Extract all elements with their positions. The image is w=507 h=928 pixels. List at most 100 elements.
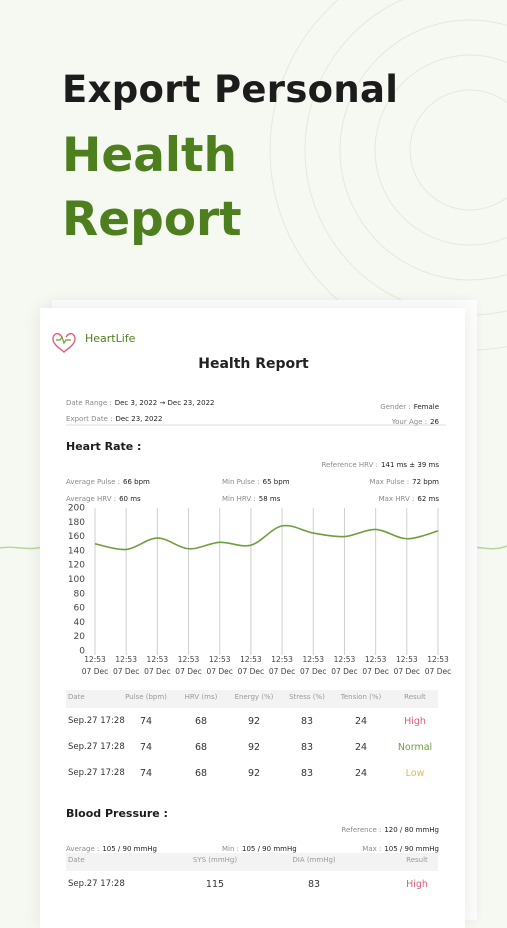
- info-item: Gender : Female: [380, 394, 439, 413]
- y-tick-label: 180: [68, 518, 85, 528]
- table-cell: Normal: [397, 742, 433, 753]
- table-cell: 74: [139, 768, 153, 779]
- table-header: Pulse (bpm): [125, 693, 167, 701]
- info-value: 60 ms: [119, 495, 141, 503]
- info-item: Reference :120 / 80 mmHg: [342, 817, 440, 836]
- x-tick-label: 12:53 07 Dec: [175, 655, 202, 676]
- y-tick-label: 140: [68, 546, 85, 556]
- info-label: Export Date :: [66, 415, 113, 423]
- info-label: Reference :: [341, 826, 382, 834]
- info-value: Dec 23, 2022: [115, 415, 163, 423]
- table-cell: 74: [139, 716, 153, 727]
- headline: Health: [62, 128, 237, 183]
- info-item: Min :105 / 90 mmHg: [222, 836, 297, 855]
- info-value: 72 bpm: [412, 478, 439, 486]
- table-header: Result: [404, 693, 426, 701]
- info-label: Min :: [222, 845, 240, 853]
- info-value: 120 / 80 mmHg: [384, 826, 439, 834]
- table-cell: 24: [354, 742, 368, 753]
- table-header: Result: [406, 856, 428, 864]
- info-label: Average :: [66, 845, 100, 853]
- info-item: Reference HRV :141 ms ± 39 ms: [321, 452, 439, 471]
- chart: 0 20 40 60 80 100 120 140 160 180 200: [52, 332, 446, 871]
- info-item: Max :105 / 90 mmHg: [362, 836, 439, 855]
- info-value: 105 / 90 mmHg: [242, 845, 297, 853]
- table-header: Stress (%): [289, 693, 325, 701]
- info-item: Export Date : Dec 23, 2022: [66, 406, 162, 425]
- info-item: Average HRV :60 ms: [66, 486, 141, 505]
- info-item: Min Pulse :65 bpm: [222, 469, 290, 488]
- table-cell: High: [406, 879, 428, 890]
- table-header: Energy (%): [234, 693, 274, 701]
- y-tick-label: 60: [74, 604, 86, 614]
- table-cell: 24: [354, 716, 368, 727]
- report-title: Health Report: [198, 356, 309, 372]
- info-label: Your Age :: [391, 418, 428, 426]
- table-header: DIA (mmHg): [292, 856, 336, 864]
- table-cell: 68: [194, 742, 208, 753]
- x-tick-label: 12:53 07 Dec: [237, 655, 265, 676]
- info-value: 58 ms: [258, 495, 281, 503]
- info-value: Dec 3, 2022 → Dec 23, 2022: [114, 399, 215, 407]
- info-value: 26: [430, 418, 439, 426]
- brand: HeartLife: [85, 332, 136, 345]
- table-header: Date: [68, 693, 85, 701]
- report-card: [40, 308, 465, 928]
- info-value: Female: [413, 403, 439, 411]
- info-item: Average Pulse :66 bpm: [66, 469, 150, 488]
- x-tick-label: 12:53 07 Dec: [424, 655, 452, 676]
- y-tick-label: 0: [79, 647, 85, 657]
- info-value: 66 bpm: [123, 478, 150, 486]
- table-header: Date: [68, 856, 85, 864]
- info-value: 62 ms: [417, 495, 439, 503]
- table-cell: Sep.27 17:28: [68, 742, 125, 752]
- table-cell: 83: [300, 768, 314, 779]
- table-cell: 74: [139, 742, 153, 753]
- table-cell: 83: [300, 716, 314, 727]
- table-header-bg: [66, 690, 438, 708]
- x-tick-label: 12:53 07 Dec: [144, 655, 171, 676]
- table-header-bg: [66, 853, 438, 871]
- info-label: Max Pulse :: [369, 478, 410, 486]
- info-item: Max HRV :62 ms: [379, 486, 439, 505]
- info-value: 65 bpm: [262, 478, 290, 486]
- table-cell: Sep.27 17:28: [68, 716, 125, 726]
- table-header: Tension (%): [340, 693, 382, 701]
- x-tick-label: 12:53 07 Dec: [268, 655, 296, 676]
- table-cell: Low: [405, 768, 425, 779]
- y-tick-label: 100: [68, 575, 85, 585]
- logo-pulse: [56, 335, 71, 345]
- info-label: Min Pulse :: [222, 478, 260, 486]
- info-item: Min HRV :58 ms: [222, 486, 280, 505]
- x-tick-label: 12:53 07 Dec: [206, 655, 233, 676]
- info-value: 105 / 90 mmHg: [102, 845, 157, 853]
- table-cell: 92: [247, 742, 261, 753]
- x-tick-label: 12:53 07 Dec: [300, 655, 327, 676]
- y-tick-label: 160: [68, 532, 85, 542]
- table-cell: Sep.27 17:28: [68, 879, 125, 889]
- y-tick-label: 20: [74, 632, 86, 642]
- y-tick-label: 40: [74, 618, 86, 628]
- section-title: Blood Pressure :: [66, 807, 168, 820]
- table-cell: 68: [194, 768, 208, 779]
- info-label: Min HRV :: [222, 495, 256, 503]
- logo-heart: [52, 332, 76, 353]
- info-label: Max :: [362, 845, 382, 853]
- info-label: Gender :: [380, 403, 411, 411]
- info-item: Date Range : Dec 3, 2022 → Dec 23, 2022: [66, 390, 214, 409]
- table-cell: 83: [307, 879, 321, 890]
- headline: Report: [62, 192, 242, 247]
- x-tick-label: 12:53 07 Dec: [362, 655, 389, 676]
- y-tick-label: 80: [74, 589, 86, 599]
- x-tick-label: 12:53 07 Dec: [331, 655, 358, 676]
- x-tick-label: 12:53 07 Dec: [112, 655, 140, 676]
- table-cell: 92: [247, 716, 261, 727]
- y-tick-label: 120: [68, 561, 85, 571]
- section-title: Heart Rate :: [66, 440, 142, 453]
- info-value: 105 / 90 mmHg: [384, 845, 439, 853]
- table-cell: 68: [194, 716, 208, 727]
- x-tick-label: 12:53 07 Dec: [81, 655, 109, 676]
- info-label: Max HRV :: [378, 495, 415, 503]
- table-cell: Sep.27 17:28: [68, 768, 125, 778]
